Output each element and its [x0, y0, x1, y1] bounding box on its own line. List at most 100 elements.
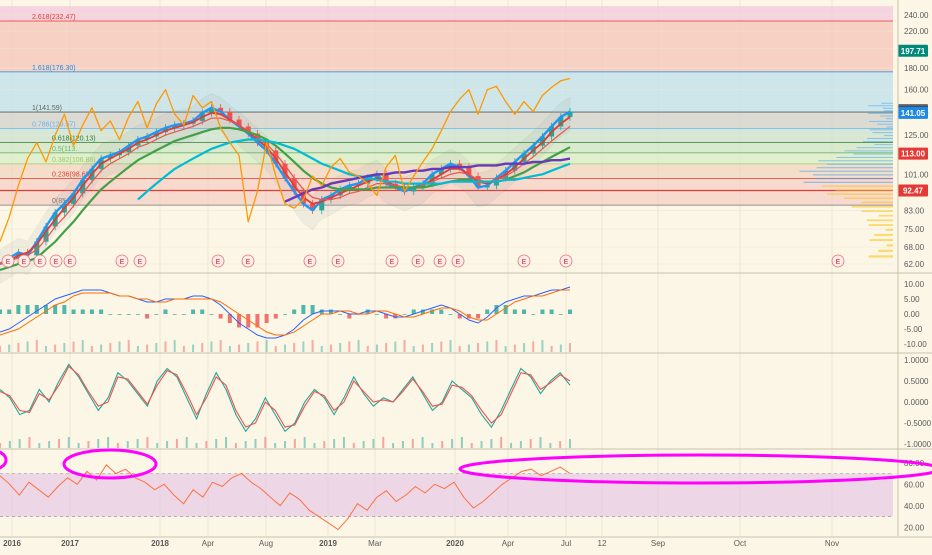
oscillator-volume-bar: [500, 437, 503, 448]
macd-histogram-bar: [126, 314, 131, 315]
macd-histogram-bar: [393, 314, 398, 319]
candle-body: [227, 111, 233, 120]
oscillator-tick-label: -1.0000: [904, 440, 932, 449]
candle-body: [172, 125, 178, 128]
oscillator-volume-bar: [284, 441, 286, 448]
macd-histogram-bar: [99, 309, 104, 314]
x-tick-label: Sep: [651, 539, 666, 548]
volume-profile-bar: [827, 193, 893, 195]
volume-profile-bar: [813, 174, 893, 176]
earnings-marker-label: E: [416, 259, 421, 266]
x-tick-label: Apr: [202, 539, 215, 548]
x-tick-label: 2017: [61, 539, 79, 548]
macd-histogram-bar: [237, 314, 242, 328]
candle-body: [567, 111, 573, 117]
volume-profile-bar: [882, 107, 893, 109]
volume-profile-bar: [866, 219, 893, 222]
macd-histogram-bar: [558, 314, 563, 315]
oscillator-volume-bar: [480, 441, 483, 448]
volume-profile-bar: [815, 177, 893, 180]
fib-label: 1.618(176.30): [32, 65, 76, 72]
volume-bar: [201, 343, 204, 352]
oscillator-volume-bar: [451, 439, 454, 448]
volume-profile-bar: [884, 135, 893, 137]
macd-histogram-bar: [568, 309, 572, 314]
volume-profile-bar: [867, 138, 893, 140]
candle-body: [43, 226, 49, 242]
macd-histogram-bar: [457, 314, 462, 319]
macd-histogram-bar: [420, 309, 425, 314]
oscillator-tick-label: 1.0000: [904, 356, 929, 365]
price-badge: [898, 184, 928, 197]
x-tick-label: 2018: [151, 539, 169, 548]
volume-bar: [182, 346, 185, 352]
earnings-marker: [241, 254, 255, 268]
macd-histogram-bar: [301, 305, 306, 314]
macd-histogram-bar: [347, 314, 352, 319]
volume-profile-bar: [886, 244, 893, 247]
oscillator-volume-bar: [38, 443, 41, 448]
volume-bar: [173, 340, 176, 352]
oscillator-volume-bar: [234, 443, 237, 448]
volume-bar: [146, 344, 149, 352]
oscillator-volume-bar: [166, 441, 169, 448]
volume-bar: [81, 340, 84, 352]
oscillator-volume-bar: [67, 437, 70, 448]
volume-profile-bar: [799, 170, 893, 172]
volume-profile-bar: [836, 156, 893, 158]
ema-fast-line: [0, 106, 571, 266]
volume-profile-bar: [835, 189, 893, 191]
macd-tick-label: -5.00: [904, 325, 923, 334]
candle-body: [236, 119, 242, 127]
y-tick-label: 125.00: [904, 131, 929, 140]
volume-bar: [320, 346, 323, 352]
volume-profile-bar: [861, 201, 893, 204]
fib-zone: [0, 6, 893, 22]
volume-bar: [495, 340, 498, 352]
volume-bar: [532, 341, 535, 352]
volume-profile-bar: [874, 233, 893, 236]
ema-short-line: [0, 117, 571, 265]
macd-histogram-bar: [89, 309, 94, 314]
x-tick-label: 12: [598, 539, 607, 548]
fib-zone: [0, 71, 893, 113]
macd-histogram-bar: [200, 309, 205, 314]
oscillator-volume-bar: [244, 441, 247, 448]
price-badge-label: 92.47: [903, 186, 924, 195]
volume-bar: [385, 343, 388, 352]
fib-zone: [0, 152, 893, 164]
rsi-tick-label: 40.00: [904, 502, 925, 511]
macd-tick-label: 5.00: [904, 295, 920, 304]
macd-histogram-bar: [384, 314, 389, 319]
macd-histogram-bar: [549, 309, 554, 314]
macd-histogram-bar: [430, 309, 435, 314]
earnings-marker: [831, 254, 845, 268]
oscillator-volume-bar: [392, 443, 395, 448]
macd-signal-line: [0, 289, 570, 336]
candle-body: [457, 163, 463, 168]
volume-profile-bar: [844, 150, 893, 152]
macd-tick-label: 10.00: [904, 280, 925, 289]
oscillator-volume-bar: [303, 437, 306, 448]
y-tick-label: 160.00: [904, 86, 929, 95]
volume-bar: [228, 346, 231, 352]
earnings-marker: [133, 254, 147, 268]
regression-line: [284, 157, 571, 203]
macd-histogram-bar: [71, 309, 76, 314]
oscillator-volume-bar: [411, 439, 414, 448]
fib-zone: [0, 142, 893, 153]
price-badge: [898, 106, 928, 119]
volume-bar: [17, 343, 20, 352]
macd-tick-label: -10.00: [904, 340, 927, 349]
macd-histogram-bar: [43, 305, 48, 314]
volume-bar: [35, 340, 38, 352]
volume-bar: [477, 343, 480, 352]
volume-profile-bar: [885, 118, 893, 120]
volume-profile-bar: [868, 120, 893, 122]
x-tick-label: Jul: [561, 539, 571, 548]
volume-bar: [403, 340, 406, 352]
y-tick-label: 83.00: [904, 206, 925, 215]
x-tick-label: 2016: [3, 539, 21, 548]
